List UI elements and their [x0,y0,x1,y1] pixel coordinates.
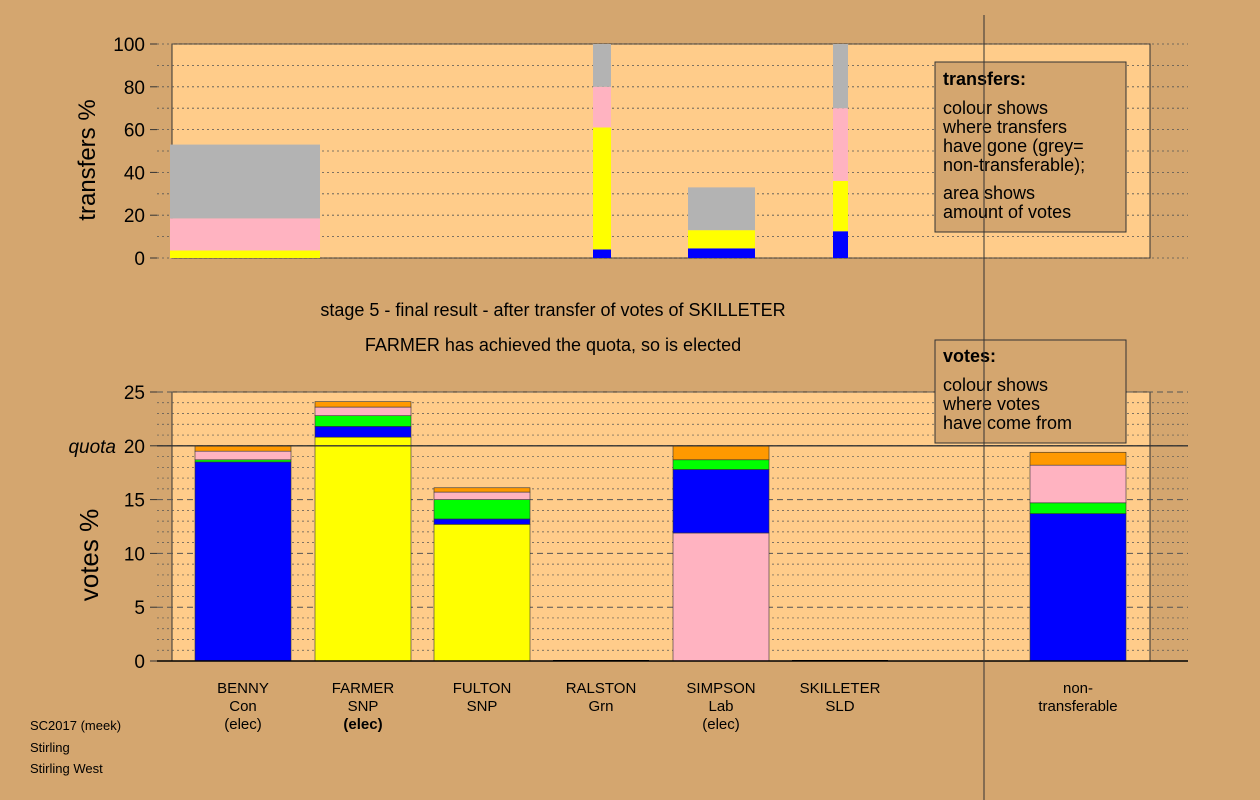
transfers-legend-line: colour shows [943,98,1048,118]
vote-segment [1029,451,1127,466]
candidate-name: SIMPSON [686,680,755,697]
y-tick-label: 20 [124,206,145,227]
stage-subtitle: FARMER has achieved the quota, so is ele… [365,335,741,355]
transfer-segment [833,44,848,109]
candidate-party: SNP [467,698,498,715]
candidate-name: SKILLETER [800,680,881,697]
transfer-segment [170,218,320,251]
y-tick-label: 5 [134,598,145,619]
vote-segment [314,401,412,408]
votes-legend-line: colour shows [943,375,1048,395]
vote-segment [314,426,412,438]
votes-y-ticks: 0 5 10 15 20 25 [124,383,157,673]
transfers-legend: transfers: colour shows where transfers … [934,61,1127,233]
votes-legend-box [934,339,1127,444]
vote-segment [194,450,292,461]
candidate-party: Lab [708,698,733,715]
stage-title: stage 5 - final result - after transfer … [320,300,785,320]
vote-segment [672,445,770,461]
vote-segment [314,406,412,416]
votes-legend: votes: colour shows where votes have com… [934,339,1127,444]
vote-segment [314,436,412,662]
transfer-segment [833,108,848,181]
y-tick-label: 0 [134,652,145,673]
y-tick-label: 100 [113,35,145,56]
vote-segment [672,532,770,662]
transfer-segment [593,249,611,258]
vote-segment [433,491,531,500]
transfer-segment [593,44,611,87]
caption-line: Stirling [30,740,70,755]
transfers-legend-line: amount of votes [943,202,1071,222]
y-tick-label: 15 [124,491,145,512]
candidate-party: Grn [588,698,613,715]
transfers-legend-line: have gone (grey= [943,136,1084,156]
quota-label: quota [68,437,116,458]
candidate-name: FULTON [453,680,512,697]
candidate-name: FARMER [332,680,395,697]
transfers-legend-line: area shows [943,183,1035,203]
vote-segment [433,518,531,525]
y-tick-label: 0 [134,249,145,270]
transfers-y-axis-label: transfers % [74,99,101,220]
transfers-legend-line: non-transferable); [943,155,1085,175]
caption-line: Stirling West [30,761,103,776]
votes-y-axis-label: votes % [74,509,104,602]
transfers-chart: 0 20 40 60 80 100 transfers % transfers: colo… [74,35,1188,270]
candidate-party: transferable [1038,698,1117,715]
transfer-segment [688,187,755,231]
vote-segment [672,469,770,534]
caption-line: SC2017 (meek) [30,718,122,733]
vote-segment [314,415,412,427]
vote-segment [433,487,531,493]
transfer-segment [688,248,755,258]
vote-segment [672,459,770,470]
y-tick-label: 25 [124,383,145,404]
transfers-gridlines [157,43,1188,259]
vote-segment [1029,464,1127,504]
candidate-name: BENNY [217,680,269,697]
candidate-labels: BENNYCon(elec)FARMERSNP(elec)FULTONSNPRA… [217,680,1117,733]
transfer-segment [593,86,611,128]
candidate-status: (elec) [224,716,262,733]
transfer-segment [833,231,848,258]
candidate-name: non- [1063,680,1093,697]
candidate-status: (elec) [343,716,382,733]
y-tick-label: 40 [124,163,145,184]
vote-segment [194,445,292,452]
transfer-segment [688,230,755,249]
transfer-segment [593,127,611,250]
votes-legend-line: have come from [943,413,1072,433]
votes-bars [194,401,1127,662]
vote-segment [433,524,531,662]
vote-segment [1029,502,1127,514]
vote-segment [433,499,531,520]
vote-segment [194,459,292,463]
candidate-party: SLD [825,698,854,715]
votes-legend-line: where votes [942,394,1040,414]
candidate-status: (elec) [702,716,740,733]
y-tick-label: 80 [124,78,145,99]
transfer-segment [170,250,320,258]
transfers-legend-title: transfers: [943,69,1026,89]
candidate-name: RALSTON [566,680,637,697]
transfers-legend-box [934,61,1127,233]
transfers-legend-line: where transfers [942,117,1067,137]
votes-legend-title: votes: [943,346,996,366]
transfers-y-ticks: 0 20 40 60 80 100 [113,35,157,270]
y-tick-label: 10 [124,544,145,565]
transfer-segment [833,180,848,232]
candidate-party: SNP [348,698,379,715]
vote-segment [194,461,292,662]
transfers-bars [170,44,848,258]
transfer-segment [170,144,320,219]
y-tick-label: 20 [124,437,145,458]
candidate-party: Con [229,698,257,715]
y-tick-label: 60 [124,121,145,142]
vote-segment [1029,513,1127,662]
